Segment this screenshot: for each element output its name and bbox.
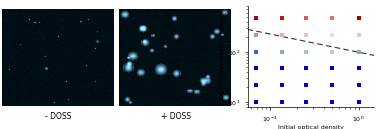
Text: + DOSS: + DOSS — [161, 112, 191, 121]
Y-axis label: DOSS concentration [ppm]: DOSS concentration [ppm] — [220, 14, 225, 99]
X-axis label: Initial optical density: Initial optical density — [278, 125, 344, 129]
Text: - DOSS: - DOSS — [45, 112, 72, 121]
